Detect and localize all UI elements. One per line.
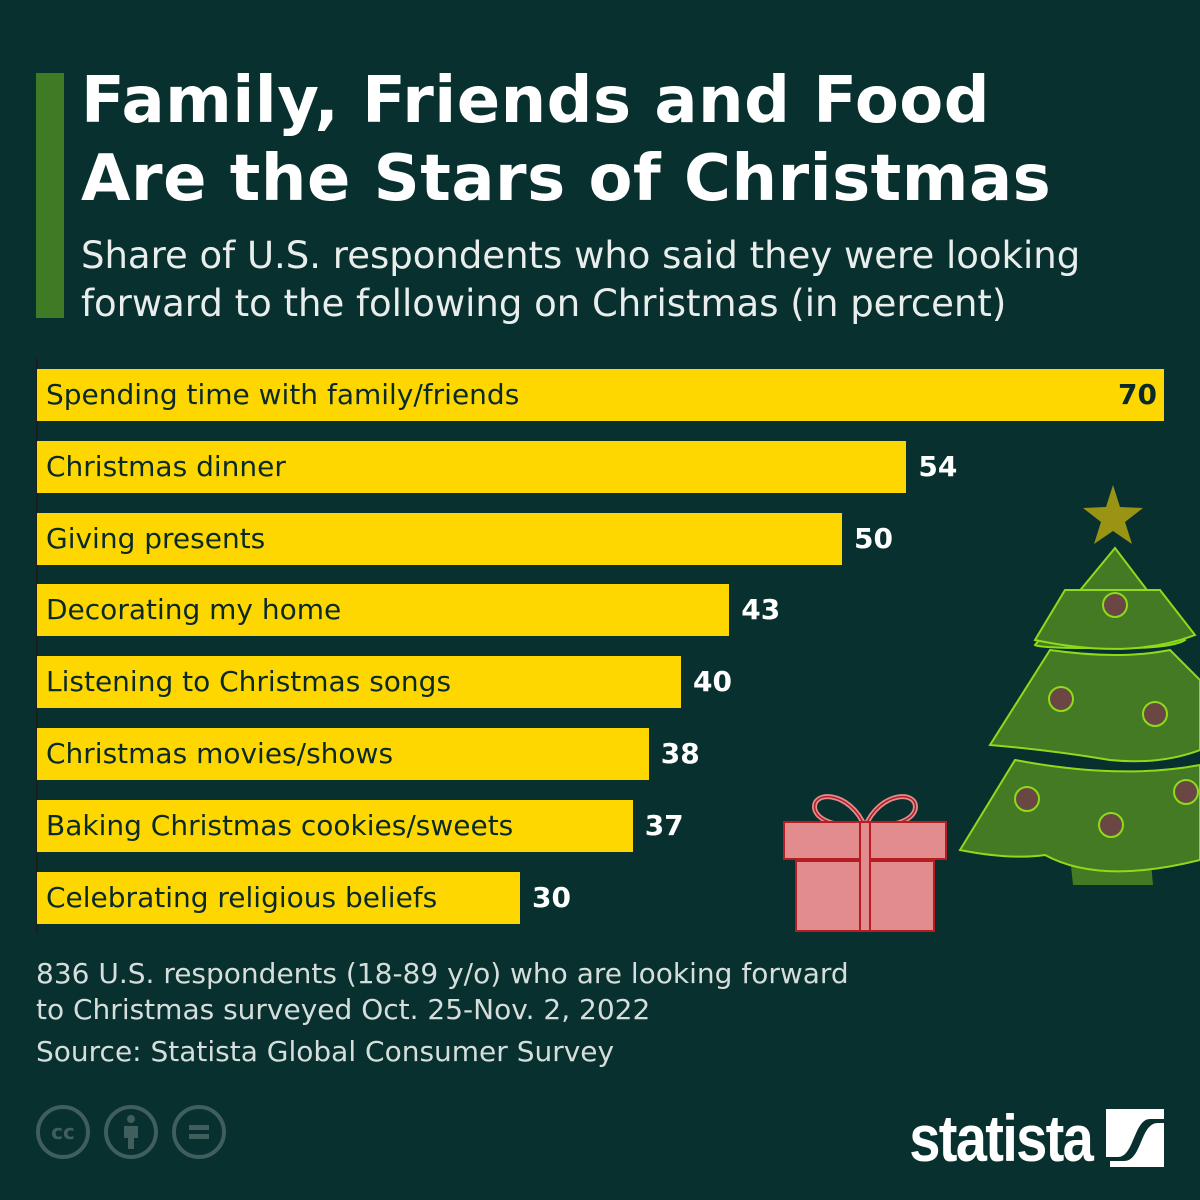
bar-category-label: Decorating my home [46, 593, 342, 627]
bar-value-label: 70 [1118, 378, 1157, 411]
gift-box-icon [783, 794, 947, 932]
bar [37, 656, 681, 709]
subtitle-line-1: Share of U.S. respondents who said they … [81, 234, 1081, 277]
bar [37, 584, 730, 637]
bar-category-label: Christmas dinner [46, 449, 286, 483]
statista-logo[interactable]: statista [877, 1100, 1164, 1176]
bar-value-label: 37 [644, 808, 684, 842]
statista-logo-text: statista [909, 1101, 1094, 1175]
bar-category-label: Baking Christmas cookies/sweets [46, 808, 514, 842]
bar-value-label: 50 [854, 521, 893, 555]
cc-icon[interactable]: cc [36, 1105, 90, 1159]
bar-category-label: Celebrating religious beliefs [46, 880, 438, 914]
source-text: Source: Statista Global Consumer Survey [36, 1035, 615, 1068]
chart-subtitle: Share of U.S. respondents who said they … [81, 232, 1181, 328]
christmas-tree-icon [958, 485, 1200, 885]
y-axis-line [36, 358, 38, 934]
bar [37, 799, 633, 852]
title-line-1: Family, Friends and Food [81, 64, 991, 138]
chart-title: Family, Friends and Food Are the Stars o… [81, 62, 1181, 218]
attribution-icon[interactable] [104, 1105, 158, 1159]
bar-category-label: Listening to Christmas songs [46, 665, 452, 699]
bar [37, 512, 842, 565]
no-derivatives-icon[interactable] [172, 1105, 226, 1159]
bar [37, 369, 1164, 421]
bar-value-label: 54 [918, 449, 958, 483]
survey-note: 836 U.S. respondents (18-89 y/o) who are… [36, 956, 896, 1028]
bar-value-label: 43 [741, 593, 781, 627]
subtitle-line-2: forward to the following on Christmas (i… [81, 282, 1007, 325]
license-icons: cc [36, 1105, 226, 1159]
statista-logo-mark-icon [1106, 1109, 1164, 1167]
bar-value-label: 40 [693, 665, 732, 699]
bar-category-label: Christmas movies/shows [46, 737, 394, 770]
bar-category-label: Giving presents [46, 521, 266, 555]
title-line-2: Are the Stars of Christmas [81, 142, 1052, 216]
note-line-2: to Christmas surveyed Oct. 25-Nov. 2, 20… [36, 993, 651, 1026]
bar [37, 871, 520, 924]
bar-value-label: 38 [660, 737, 700, 770]
bar-value-label: 30 [532, 880, 571, 914]
note-line-1: 836 U.S. respondents (18-89 y/o) who are… [36, 957, 849, 990]
bar-category-label: Spending time with family/friends [46, 378, 520, 411]
bar [37, 440, 907, 493]
title-accent-bar [36, 73, 64, 318]
bar [37, 728, 649, 780]
